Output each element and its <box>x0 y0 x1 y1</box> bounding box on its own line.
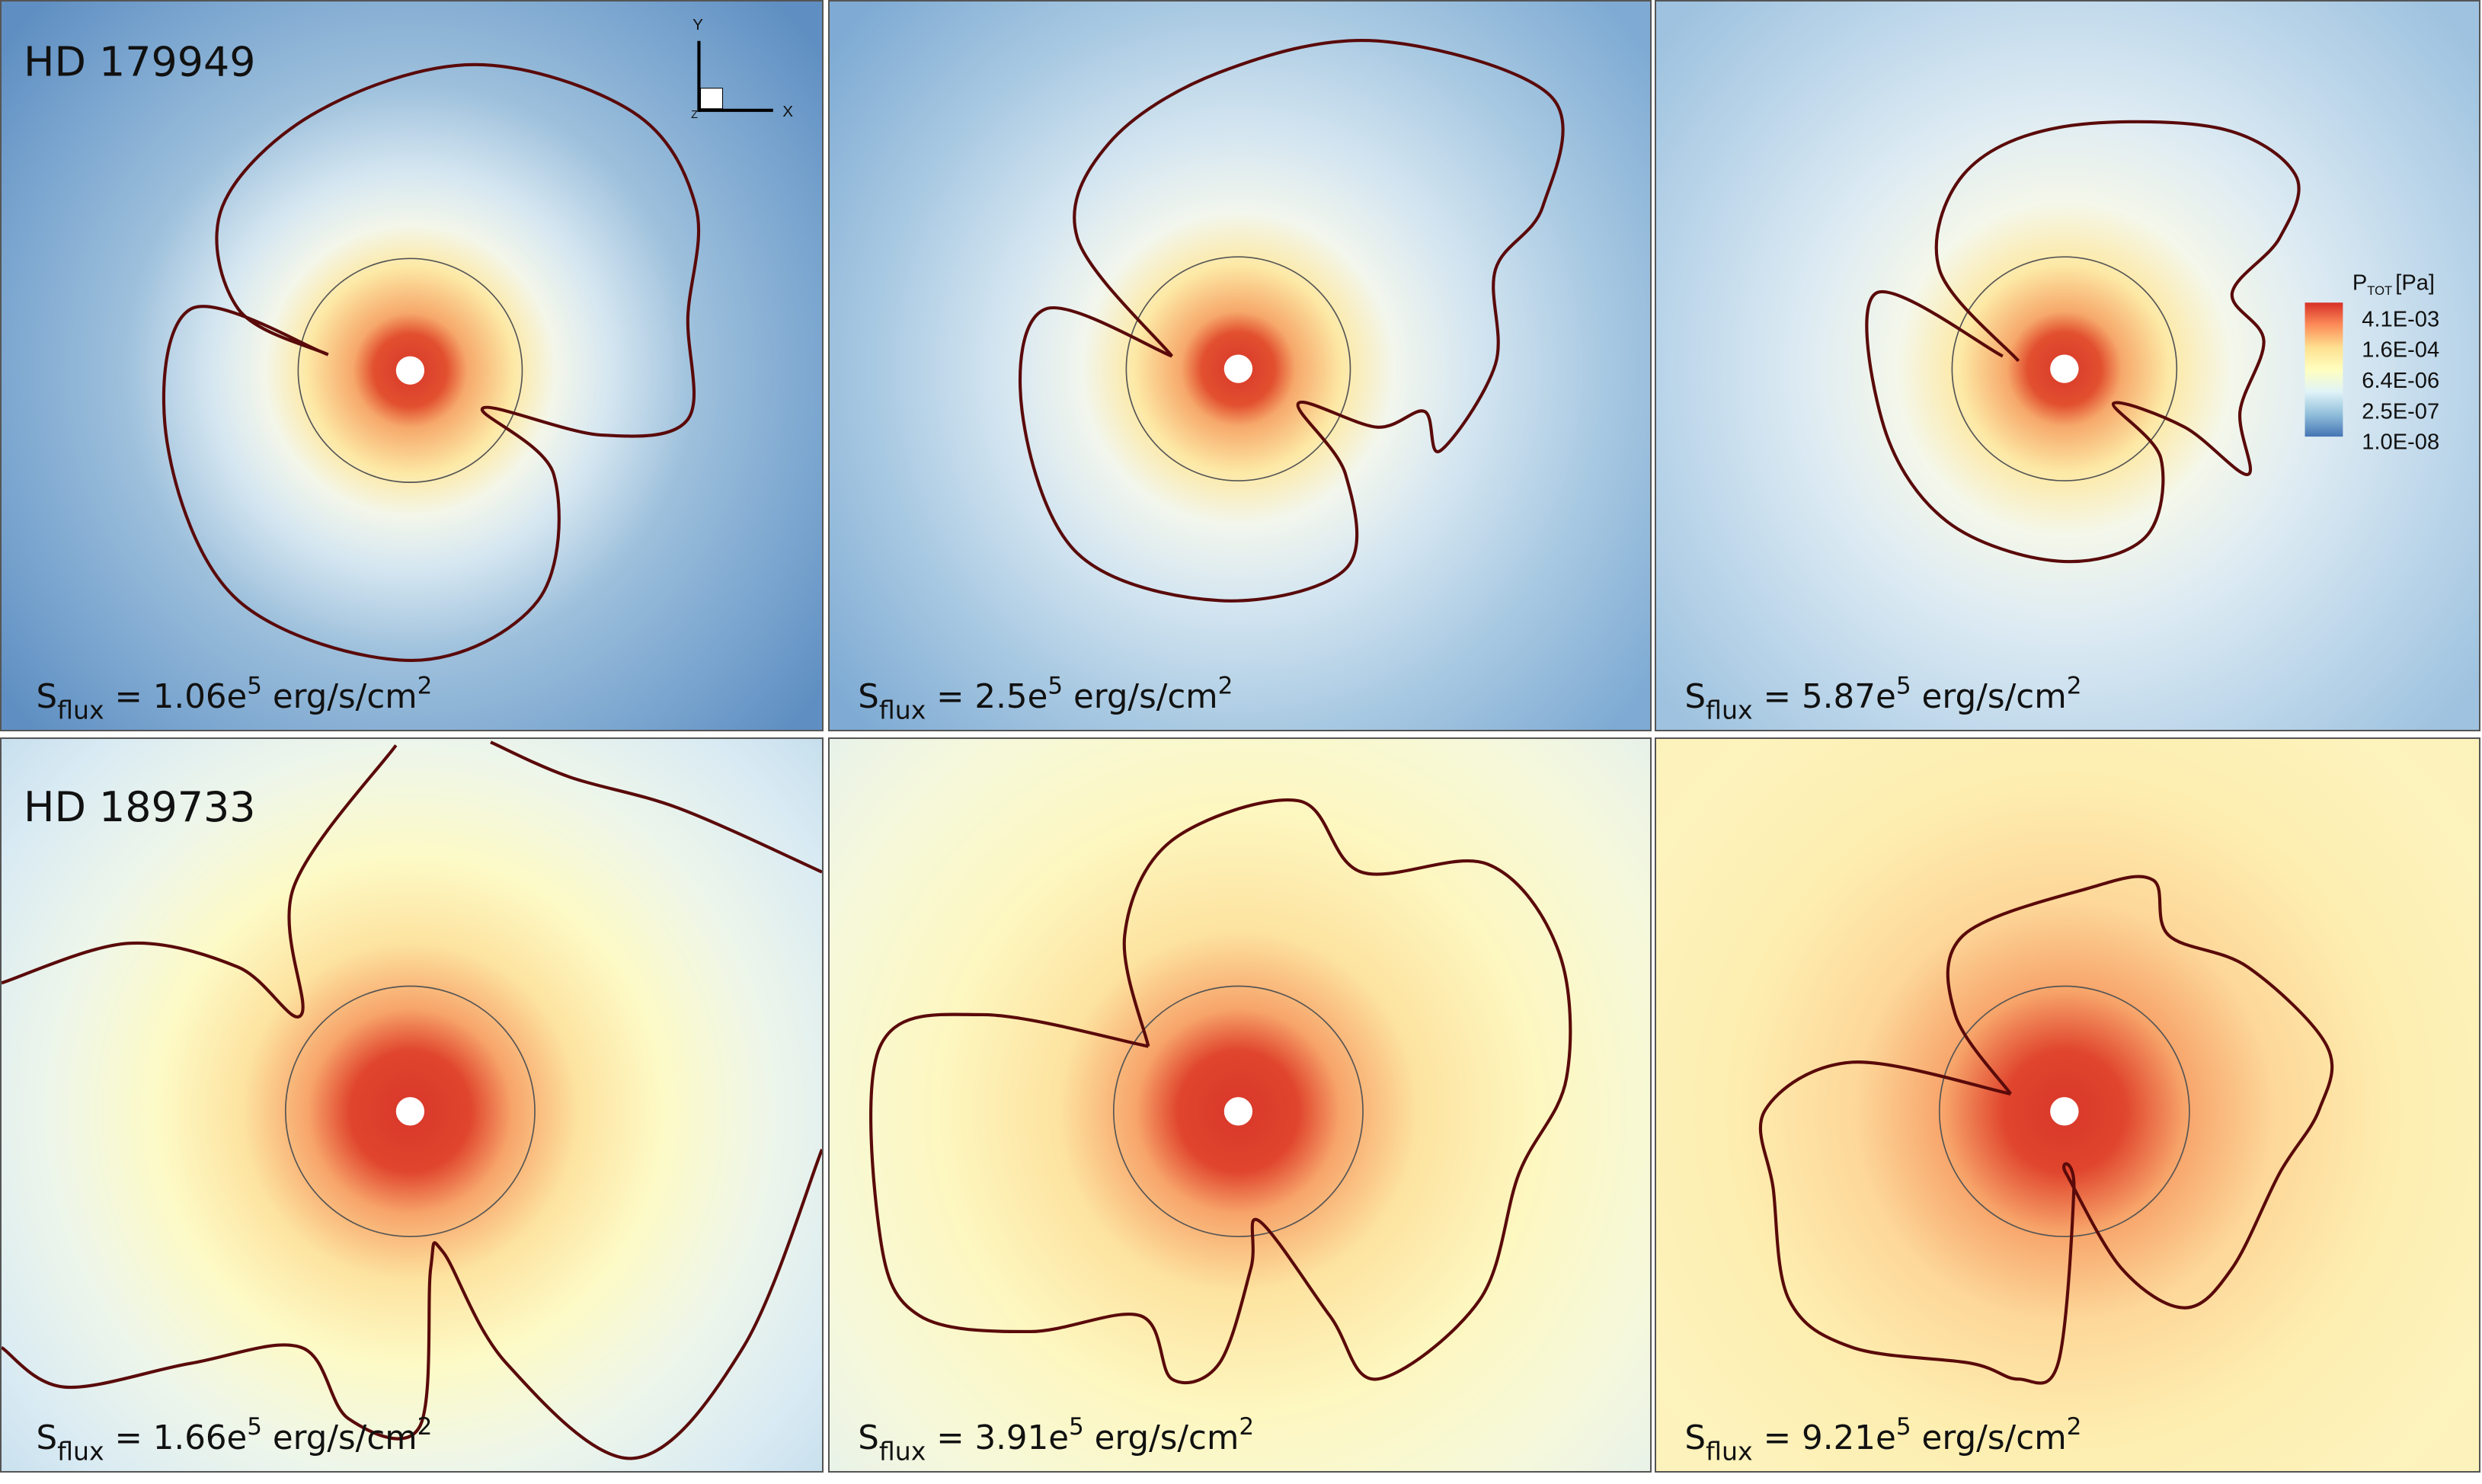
flux-label: Sflux = 3.91e5 erg/s/cm2 <box>858 1413 1254 1466</box>
flux-label-s-sub: flux <box>1706 696 1753 725</box>
flux-label-s-label: S <box>1684 1418 1706 1457</box>
alfven-surface-curve <box>490 740 822 874</box>
flux-label-value: = 2.5e <box>926 678 1047 716</box>
flux-label-unit-exp: 2 <box>417 672 433 699</box>
reference-circle <box>1938 985 2190 1237</box>
flux-label-unit: erg/s/cm <box>262 678 417 716</box>
planet-marker <box>395 1097 425 1126</box>
colorbar-title-sub: TOT <box>2367 283 2392 298</box>
planet-marker <box>1223 354 1253 383</box>
flux-label-unit-exp: 2 <box>417 1413 433 1441</box>
flux-label-exp: 5 <box>1047 672 1063 699</box>
flux-label: Sflux = 5.87e5 erg/s/cm2 <box>1684 672 2081 724</box>
pressure-map: Sflux = 1.06e5 erg/s/cm2 HD 179949 Y X Z <box>2 2 822 730</box>
flux-label-value: = 3.91e <box>926 1419 1069 1457</box>
alfven-surface-curve <box>1758 875 2334 1385</box>
colorbar-tick-label: 6.4E-06 <box>2362 369 2439 393</box>
flux-label-value: = 1.06e <box>104 678 248 716</box>
colorbar-title-main: P <box>2352 271 2367 296</box>
reference-circle <box>1112 985 1364 1237</box>
alfven-surface-curve <box>162 62 701 663</box>
pressure-map: Sflux = 5.87e5 erg/s/cm2 PTOT [Pa] 4.1E-03 1… <box>1656 2 2479 730</box>
flux-label-s-label: S <box>858 678 879 716</box>
flux-label-exp: 5 <box>1896 1413 1911 1441</box>
flux-label-unit-exp: 2 <box>1239 1413 1254 1441</box>
flux-label-unit-exp: 2 <box>2067 1413 2082 1441</box>
alfven-surface-curve <box>2 744 398 1019</box>
simulation-panel: Sflux = 9.21e5 erg/s/cm2 <box>1655 737 2480 1473</box>
reference-circle <box>284 985 536 1237</box>
reference-circle <box>297 257 523 483</box>
flux-label-s-sub: flux <box>57 696 104 725</box>
alfven-surface-curve <box>869 798 1572 1385</box>
flux-label-value: = 5.87e <box>1753 678 1896 716</box>
planet-marker <box>2050 354 2079 383</box>
alfven-surface-curve <box>1018 39 1565 603</box>
axis-z-label: Z <box>691 109 698 121</box>
simulation-panel: Sflux = 5.87e5 erg/s/cm2 PTOT [Pa] 4.1E-03 1… <box>1655 0 2480 731</box>
flux-label-unit: erg/s/cm <box>262 1419 417 1457</box>
colorbar <box>2304 302 2343 437</box>
flux-label-unit: erg/s/cm <box>1084 1419 1239 1457</box>
alfven-surface-curve <box>1865 120 2301 564</box>
star-name: HD 189733 <box>24 783 256 831</box>
simulation-panel: Sflux = 3.91e5 erg/s/cm2 <box>828 737 1652 1473</box>
pressure-map: Sflux = 9.21e5 erg/s/cm2 <box>1656 739 2479 1471</box>
simulation-panel: Sflux = 2.5e5 erg/s/cm2 <box>828 0 1652 731</box>
flux-label-s-sub: flux <box>879 696 926 725</box>
planet-marker <box>395 356 425 385</box>
pressure-map: Sflux = 1.66e5 erg/s/cm2 HD 189733 <box>2 739 822 1471</box>
colorbar-unit: [Pa] <box>2395 271 2435 296</box>
flux-label-unit: erg/s/cm <box>1911 678 2067 716</box>
flux-label-value: = 1.66e <box>104 1419 248 1457</box>
flux-label-s-label: S <box>858 1419 879 1457</box>
flux-label-s-label: S <box>37 678 58 716</box>
colorbar-tick-label: 1.0E-08 <box>2362 430 2439 455</box>
axes-triad-icon: Y X Z <box>691 16 793 121</box>
axis-y-label: Y <box>692 16 703 34</box>
planet-marker <box>1223 1097 1253 1126</box>
axis-x-label: X <box>782 103 793 120</box>
flux-label-exp: 5 <box>1069 1413 1084 1441</box>
alfven-surface-curve <box>2 1148 822 1460</box>
flux-label-s-sub: flux <box>1706 1436 1753 1466</box>
flux-label-unit-exp: 2 <box>2067 672 2082 699</box>
planet-marker <box>2050 1097 2079 1126</box>
flux-label: Sflux = 9.21e5 erg/s/cm2 <box>1684 1413 2081 1466</box>
flux-label-exp: 5 <box>1896 672 1911 699</box>
flux-label-s-label: S <box>1684 678 1706 716</box>
flux-label-s-sub: flux <box>879 1436 926 1466</box>
reference-circle <box>1951 256 2178 481</box>
colorbar-tick-label: 4.1E-03 <box>2362 307 2439 331</box>
colorbar-tick-label: 2.5E-07 <box>2362 399 2439 424</box>
flux-label-unit-exp: 2 <box>1218 672 1233 699</box>
flux-label: Sflux = 2.5e5 erg/s/cm2 <box>858 672 1233 724</box>
flux-label-s-label: S <box>37 1419 58 1457</box>
flux-label-exp: 5 <box>247 1413 262 1441</box>
reference-circle <box>1125 256 1351 481</box>
flux-label: Sflux = 1.06e5 erg/s/cm2 <box>37 672 433 724</box>
flux-label-value: = 9.21e <box>1753 1418 1896 1457</box>
pressure-map: Sflux = 3.91e5 erg/s/cm2 <box>830 739 1650 1471</box>
colorbar-legend: PTOT [Pa] 4.1E-03 1.6E-04 6.4E-06 2.5E-07 1.0E… <box>2304 271 2439 455</box>
colorbar-title: PTOT [Pa] <box>2352 271 2435 298</box>
flux-label: Sflux = 1.66e5 erg/s/cm2 <box>37 1413 433 1466</box>
simulation-panel: Sflux = 1.06e5 erg/s/cm2 HD 179949 Y X Z <box>0 0 824 731</box>
flux-label-unit: erg/s/cm <box>1911 1418 2067 1457</box>
flux-label-s-sub: flux <box>57 1436 104 1466</box>
colorbar-tick-label: 1.6E-04 <box>2362 338 2439 363</box>
star-name: HD 179949 <box>24 37 256 85</box>
flux-label-unit: erg/s/cm <box>1063 678 1218 716</box>
flux-label-exp: 5 <box>247 672 262 699</box>
pressure-map: Sflux = 2.5e5 erg/s/cm2 <box>830 2 1650 730</box>
simulation-panel: Sflux = 1.66e5 erg/s/cm2 HD 189733 <box>0 737 824 1473</box>
